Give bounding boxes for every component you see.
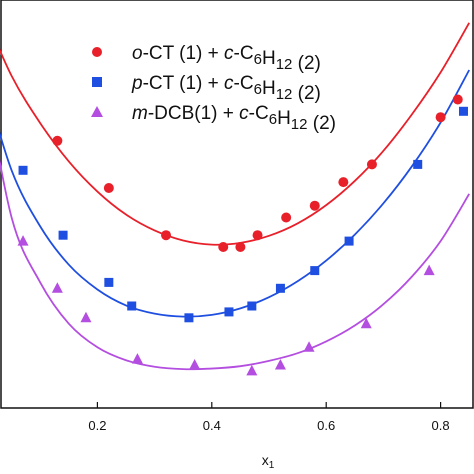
x-tick-label: 0.4 xyxy=(203,418,221,433)
data-point xyxy=(80,311,92,323)
data-point xyxy=(303,341,315,352)
data-point xyxy=(18,165,28,175)
data-point xyxy=(52,135,63,146)
data-point xyxy=(435,112,446,123)
x-tick-label: 0.2 xyxy=(88,418,106,433)
fit-curves xyxy=(0,22,470,371)
data-point xyxy=(309,200,320,211)
legend-entry-1: o-CT (1) + c-C6H12 (2) xyxy=(132,43,321,74)
data-point xyxy=(423,264,435,276)
data-point xyxy=(104,277,114,287)
data-point xyxy=(275,283,285,293)
data-point xyxy=(360,317,372,329)
data-point xyxy=(366,159,377,170)
legend-marker xyxy=(92,77,102,87)
data-point xyxy=(310,266,320,276)
data-point xyxy=(58,230,68,240)
x-axis-ticks: 0.2 0.4 0.6 0.8 xyxy=(88,402,450,433)
legend-marker xyxy=(92,47,102,57)
data-point xyxy=(235,242,246,252)
data-point xyxy=(452,94,463,105)
data-point xyxy=(281,212,292,223)
plot-frame xyxy=(0,0,474,409)
data-point xyxy=(51,282,63,293)
legend-entry-2: p-CT (1) + c-C6H12 (2) xyxy=(131,73,321,104)
data-point xyxy=(127,301,137,311)
data-point xyxy=(247,301,257,311)
data-point xyxy=(218,242,229,252)
data-point xyxy=(413,159,423,169)
legend-entry-3: m-DCB(1) + c-C6H12 (2) xyxy=(132,103,336,134)
data-point xyxy=(338,177,349,188)
fit-curve-2 xyxy=(0,69,470,318)
plot-border xyxy=(0,0,474,409)
x-tick-label: 0.8 xyxy=(432,418,450,433)
data-points xyxy=(17,94,468,376)
data-point xyxy=(17,235,29,246)
data-point xyxy=(103,183,114,193)
data-point xyxy=(224,307,234,317)
x-tick-label: 0.6 xyxy=(317,418,335,433)
data-point xyxy=(246,364,258,376)
data-point xyxy=(252,230,263,241)
legend-marker xyxy=(91,106,103,117)
data-point xyxy=(458,106,468,116)
data-point xyxy=(184,313,194,323)
x-axis-label: x1 xyxy=(262,452,275,471)
data-point xyxy=(189,359,201,370)
data-point xyxy=(344,236,354,246)
data-point xyxy=(131,353,143,364)
data-point xyxy=(161,230,172,241)
legend: o-CT (1) + c-C6H12 (2)p-CT (1) + c-C6H12… xyxy=(91,43,336,134)
data-point xyxy=(274,359,286,370)
fit-curve-3 xyxy=(0,158,470,371)
